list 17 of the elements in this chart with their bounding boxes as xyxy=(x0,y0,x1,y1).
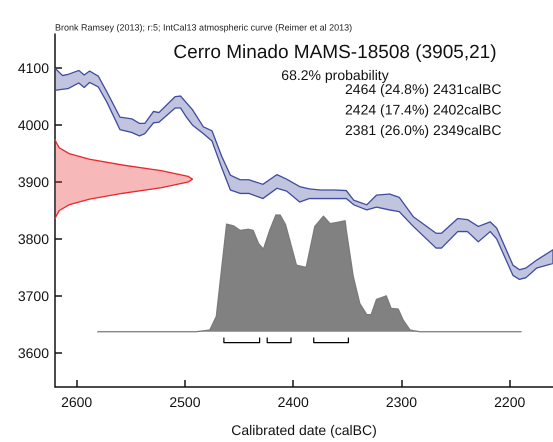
x-tick-label: 2500 xyxy=(169,394,201,410)
chart-title: Cerro Minado MAMS-18508 (3905,21) xyxy=(173,42,497,63)
x-tick-label: 2600 xyxy=(61,394,92,410)
y-tick-label: 4100 xyxy=(18,60,50,76)
y-tick-label: 3600 xyxy=(18,344,50,361)
x-axis-title: Calibrated date (calBC) xyxy=(231,422,377,438)
x-tick-label: 2200 xyxy=(494,394,526,410)
annotation: 2424 (17.4%) 2402calBC xyxy=(345,102,502,118)
text: 68.2% probability xyxy=(281,67,389,83)
text: Bronk Ramsey (2013); r:5; IntCal13 atmospheric curve (Reimer et al 2013) xyxy=(55,22,352,32)
annotation: 2381 (26.0%) 2349calBC xyxy=(345,122,502,138)
x-tick-label: 2300 xyxy=(386,394,418,410)
y-tick-label: 3900 xyxy=(18,174,50,190)
x-tick-label: 2400 xyxy=(278,394,309,410)
y-tick-label: 4000 xyxy=(18,117,50,134)
y-tick-label: 3800 xyxy=(18,230,50,247)
y-tick-label: 3700 xyxy=(18,288,50,304)
